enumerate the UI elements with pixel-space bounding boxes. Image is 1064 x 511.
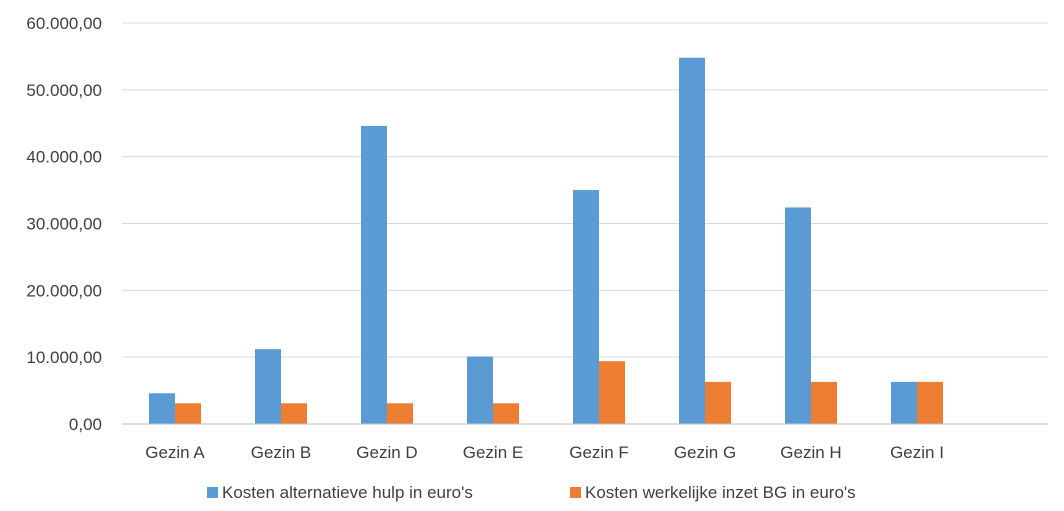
- x-category-label: Gezin B: [251, 443, 311, 462]
- x-category-label: Gezin F: [569, 443, 629, 462]
- bar-alternatieve-hulp-gezin-i: [891, 381, 917, 424]
- x-category-label: Gezin E: [463, 443, 523, 462]
- bar-werkelijke-inzet-gezin-i: [917, 381, 943, 424]
- bar-alternatieve-hulp-gezin-d: [361, 125, 387, 424]
- x-category-label: Gezin D: [356, 443, 417, 462]
- bar-werkelijke-inzet-gezin-b: [281, 403, 307, 424]
- bar-werkelijke-inzet-gezin-g: [705, 381, 731, 424]
- y-tick-label: 40.000,00: [26, 148, 102, 167]
- bar-alternatieve-hulp-gezin-g: [679, 57, 705, 425]
- legend-swatch: [207, 487, 218, 498]
- legend-label: Kosten alternatieve hulp in euro's: [222, 483, 473, 502]
- bar-werkelijke-inzet-gezin-h: [811, 381, 837, 424]
- x-category-label: Gezin A: [145, 443, 205, 462]
- y-axis-tick-labels: 0,00 10.000,00 20.000,00 30.000,00 40.000,00…: [26, 14, 102, 434]
- x-category-label: Gezin G: [674, 443, 736, 462]
- y-tick-label: 20.000,00: [26, 281, 102, 300]
- bar-alternatieve-hulp-gezin-f: [573, 190, 599, 424]
- bar-alternatieve-hulp-gezin-e: [467, 356, 493, 424]
- y-tick-label: 0,00: [69, 415, 102, 434]
- legend-swatch: [570, 487, 581, 498]
- bar-werkelijke-inzet-gezin-f: [599, 361, 625, 424]
- y-tick-label: 10.000,00: [26, 348, 102, 367]
- bar-alternatieve-hulp-gezin-b: [255, 349, 281, 424]
- bar-werkelijke-inzet-gezin-e: [493, 403, 519, 424]
- bar-alternatieve-hulp-gezin-h: [785, 207, 811, 424]
- x-category-label: Gezin I: [890, 443, 944, 462]
- bar-werkelijke-inzet-gezin-a: [175, 403, 201, 424]
- y-tick-label: 60.000,00: [26, 14, 102, 33]
- bar-alternatieve-hulp-gezin-a: [149, 393, 175, 424]
- bar-werkelijke-inzet-gezin-d: [387, 403, 413, 424]
- x-axis-category-labels: Gezin A Gezin B Gezin D Gezin E Gezin F Gezin…: [145, 443, 944, 462]
- y-tick-label: 30.000,00: [26, 215, 102, 234]
- y-tick-label: 50.000,00: [26, 81, 102, 100]
- legend-label: Kosten werkelijke inzet BG in euro's: [585, 483, 856, 502]
- legend: Kosten alternatieve hulp in euro's Kosten…: [207, 483, 856, 502]
- bars: [149, 57, 943, 425]
- x-category-label: Gezin H: [780, 443, 841, 462]
